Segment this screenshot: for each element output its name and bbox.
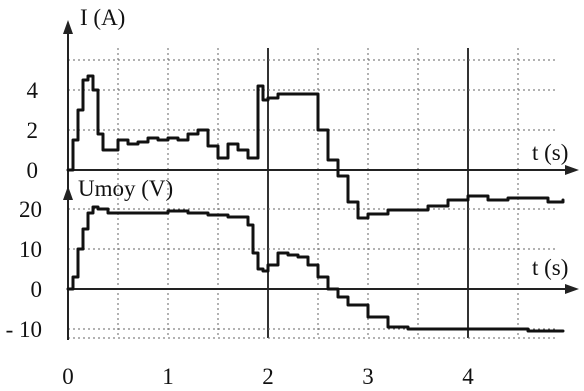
chart-traces	[66, 74, 565, 333]
x-axis-arrow-i	[565, 165, 579, 175]
x-axis-label-i: t (s)	[532, 140, 568, 165]
x-tick-label: 2	[262, 364, 274, 389]
x-tick-label: 4	[462, 364, 474, 389]
x-tick-label: 3	[362, 364, 374, 389]
x-axis-arrow-u	[565, 284, 579, 294]
y-axis-label-current: I (A)	[80, 5, 125, 30]
x-tick-label: 0	[62, 364, 74, 389]
y-tick-label-i: 0	[27, 158, 39, 183]
y-axis-arrow	[63, 20, 73, 34]
y-tick-label-i: 2	[27, 118, 39, 143]
x-axis-label-u: t (s)	[532, 255, 568, 280]
y-tick-label-u: 0	[31, 277, 43, 302]
chart-axes	[63, 20, 579, 340]
y-axis-arrow	[63, 186, 73, 200]
series-current	[66, 74, 565, 220]
series-voltage	[66, 205, 565, 333]
y-axis-label-voltage: Umoy (V)	[78, 176, 173, 201]
x-tick-label: 1	[162, 364, 174, 389]
y-tick-label-i: 4	[27, 78, 39, 103]
y-tick-label-u: - 10	[6, 317, 42, 342]
chart-grid	[68, 48, 555, 339]
y-tick-label-u: 20	[19, 197, 42, 222]
y-tick-label-u: 10	[19, 237, 42, 262]
